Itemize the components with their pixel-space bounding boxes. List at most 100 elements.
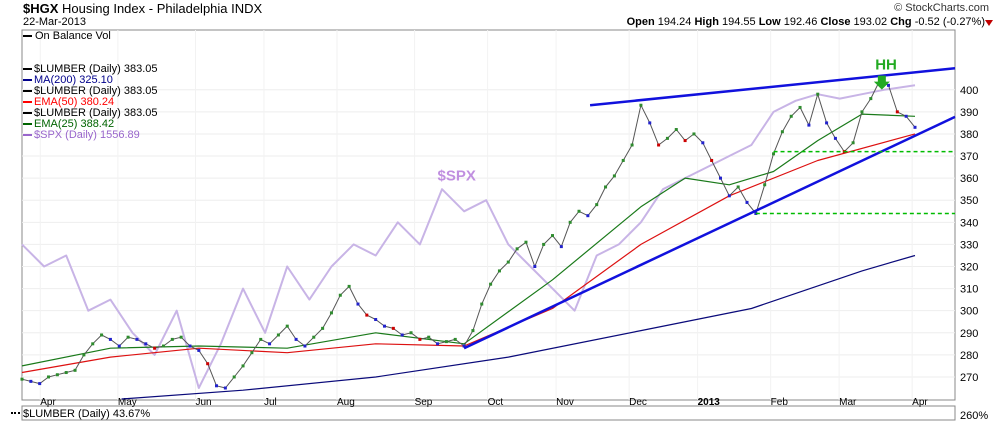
lumber-point xyxy=(648,121,652,125)
lumber-point xyxy=(639,103,643,107)
lumber-point xyxy=(347,284,351,288)
lumber-point xyxy=(100,333,104,337)
lumber-point xyxy=(701,141,705,145)
lumber-point xyxy=(833,136,837,140)
lumber-point xyxy=(312,335,316,339)
legend-swatch xyxy=(23,101,32,104)
legend-text: EMA(50) 380.24 xyxy=(34,96,115,108)
y-tick-label: 300 xyxy=(960,306,978,318)
lumber-point xyxy=(259,337,263,341)
lumber-point xyxy=(170,337,174,341)
lumber-point xyxy=(577,209,581,213)
high-value: 194.55 xyxy=(721,16,756,28)
lumber-point xyxy=(471,329,475,333)
lumber-point xyxy=(506,260,510,264)
low-value: 192.46 xyxy=(783,16,818,28)
y-tick-label: 280 xyxy=(960,350,978,362)
spx-annotation: $SPX xyxy=(438,167,476,184)
lumber-point xyxy=(683,139,687,143)
legend-item: $LUMBER (Daily) 383.05 xyxy=(23,107,158,119)
lumber-point xyxy=(621,158,625,162)
lumber-point xyxy=(241,364,245,368)
lumber-point xyxy=(268,342,272,346)
chg-value: -0.52 (-0.27%) xyxy=(914,16,985,28)
symbol: $HGX xyxy=(23,1,59,16)
legend-item: MA(200) 325.10 xyxy=(23,74,113,86)
lumber-point xyxy=(533,264,537,268)
open-value: 194.24 xyxy=(657,16,692,28)
legend-text: $LUMBER (Daily) 383.05 xyxy=(34,107,158,119)
y-tick-label: 270 xyxy=(960,372,978,384)
lumber-point xyxy=(294,337,298,341)
lumber-point xyxy=(55,373,59,377)
x-tick-label: Nov xyxy=(556,397,574,408)
lumber-point xyxy=(409,331,413,335)
lumber-point xyxy=(568,220,572,224)
lumber-point xyxy=(542,242,546,246)
legend-item: $LUMBER (Daily) 383.05 xyxy=(23,85,158,97)
ema25-line xyxy=(21,113,916,367)
lumber-point xyxy=(427,335,431,339)
lumber-point xyxy=(489,282,493,286)
lumber-point xyxy=(462,344,466,348)
legend-text: $SPX (Daily) 1556.89 xyxy=(34,129,140,141)
y-tick-label: 360 xyxy=(960,173,978,185)
x-tick-label: Jul xyxy=(264,397,277,408)
lumber-point xyxy=(745,200,749,204)
spx-line xyxy=(21,84,916,389)
hh-arrow-icon xyxy=(873,75,890,90)
lumber-point xyxy=(780,130,784,134)
lumber-point xyxy=(630,143,634,147)
lumber-point xyxy=(736,185,740,189)
y-tick-label: 330 xyxy=(960,239,978,251)
lumber-point xyxy=(692,132,696,136)
legend-swatch xyxy=(23,68,32,71)
high-label: High xyxy=(694,16,719,28)
lumber-point xyxy=(179,335,183,339)
x-tick-label: Aug xyxy=(337,397,355,408)
legend-text: MA(200) 325.10 xyxy=(34,74,113,86)
y-tick-label: 340 xyxy=(960,217,978,229)
y-tick-label: 400 xyxy=(960,85,978,97)
brand-label: © StockCharts.com xyxy=(894,2,989,14)
lumber-point xyxy=(383,324,387,328)
lumber-point xyxy=(223,386,227,390)
lumber-point xyxy=(144,342,148,346)
lumber-point xyxy=(250,351,254,355)
y-tick-label: 380 xyxy=(960,129,978,141)
lumber-point xyxy=(586,214,590,218)
symbol-title: $HGX Housing Index - Philadelphia INDX xyxy=(23,1,262,16)
x-tick-label: Sep xyxy=(415,397,433,408)
lumber-point xyxy=(73,368,77,372)
lumber-point xyxy=(91,342,95,346)
indicator-label: On Balance Vol xyxy=(23,30,111,42)
lumber-point xyxy=(453,337,457,341)
ohlc-readout: Open 194.24 High 194.55 Low 192.46 Close… xyxy=(627,16,985,28)
bottom-panel xyxy=(21,405,956,421)
chg-down-arrow-icon xyxy=(985,20,993,26)
lumber-point xyxy=(595,203,599,207)
lumber-point xyxy=(825,121,829,125)
chart-header: $HGX Housing Index - Philadelphia INDX 2… xyxy=(0,0,1007,30)
lumber-point xyxy=(798,105,802,109)
x-tick-label: Apr xyxy=(912,397,928,408)
index-name: Housing Index - Philadelphia xyxy=(62,1,228,16)
legend-text: EMA(25) 388.42 xyxy=(34,118,115,130)
lumber-point xyxy=(126,335,130,339)
chg-label: Chg xyxy=(890,16,912,28)
plot-area xyxy=(21,29,956,401)
lumber-point xyxy=(860,110,864,114)
close-value: 193.02 xyxy=(853,16,888,28)
lumber-point xyxy=(851,141,855,145)
lumber-point xyxy=(276,333,280,337)
lumber-point xyxy=(763,183,767,187)
legend-swatch xyxy=(23,134,32,137)
lumber-point xyxy=(206,362,210,366)
legend-swatch xyxy=(23,112,32,115)
lumber-point xyxy=(869,97,873,101)
lumber-point xyxy=(153,346,157,350)
trend-line xyxy=(463,115,956,350)
lumber-point xyxy=(374,318,378,322)
lumber-point xyxy=(559,245,563,249)
lumber-point xyxy=(400,333,404,337)
